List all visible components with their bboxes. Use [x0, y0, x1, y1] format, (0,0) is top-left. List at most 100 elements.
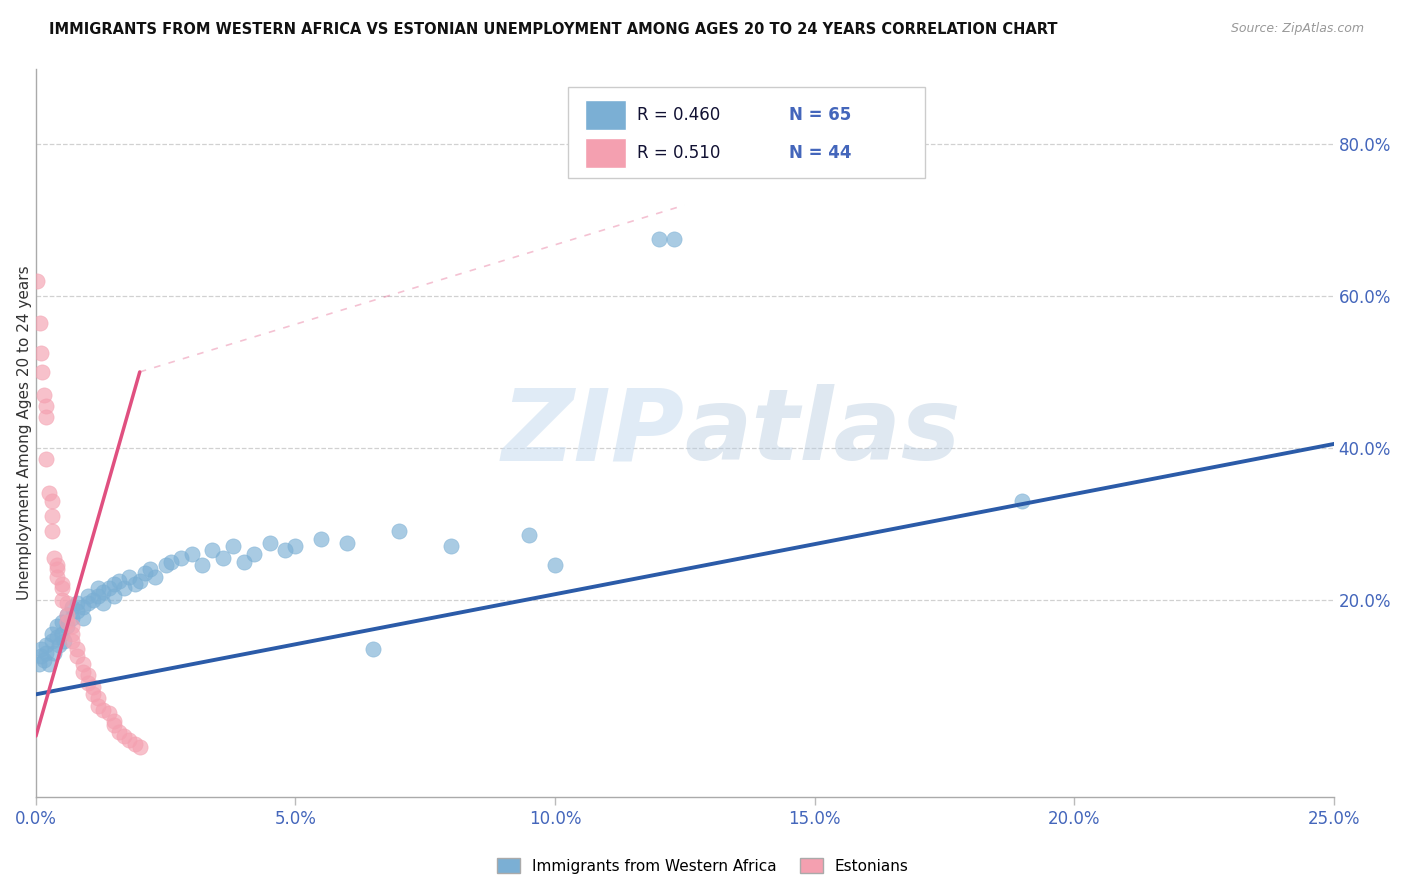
Text: IMMIGRANTS FROM WESTERN AFRICA VS ESTONIAN UNEMPLOYMENT AMONG AGES 20 TO 24 YEAR: IMMIGRANTS FROM WESTERN AFRICA VS ESTONI…: [49, 22, 1057, 37]
Point: [118, 570, 141, 584]
Point: [51, 581, 73, 595]
Point: [259, 535, 281, 549]
Point: [363, 641, 385, 656]
Point: [108, 574, 131, 588]
Point: [201, 543, 224, 558]
Point: [284, 540, 307, 554]
Point: [41, 524, 63, 539]
Point: [41, 634, 63, 648]
Point: [51, 615, 73, 630]
Point: [134, 566, 156, 580]
Point: [87, 691, 110, 706]
Point: [48, 638, 70, 652]
Point: [103, 577, 125, 591]
Point: [72, 611, 94, 625]
Point: [93, 585, 115, 599]
Point: [664, 232, 686, 246]
Point: [336, 535, 359, 549]
Point: [76, 589, 98, 603]
Point: [66, 641, 89, 656]
Point: [51, 592, 73, 607]
Point: [72, 657, 94, 671]
Point: [45, 619, 67, 633]
Point: [56, 607, 79, 622]
Point: [103, 717, 125, 731]
Point: [440, 540, 463, 554]
Point: [93, 596, 115, 610]
Point: [108, 725, 131, 739]
Point: [53, 634, 76, 648]
Point: [648, 232, 671, 246]
Point: [388, 524, 411, 539]
Point: [66, 596, 89, 610]
Text: Source: ZipAtlas.com: Source: ZipAtlas.com: [1230, 22, 1364, 36]
Text: N = 44: N = 44: [789, 144, 851, 162]
Point: [1011, 494, 1033, 508]
Point: [160, 555, 183, 569]
Point: [60, 634, 83, 648]
Point: [31, 365, 53, 379]
Point: [41, 494, 63, 508]
Text: atlas: atlas: [685, 384, 962, 481]
Point: [124, 577, 146, 591]
Point: [211, 550, 233, 565]
Point: [30, 316, 52, 330]
Point: [517, 528, 540, 542]
Point: [82, 592, 104, 607]
Point: [30, 346, 52, 360]
Point: [76, 596, 98, 610]
Point: [82, 687, 104, 701]
Point: [42, 550, 65, 565]
Point: [51, 626, 73, 640]
Point: [35, 646, 58, 660]
Point: [311, 532, 333, 546]
Point: [222, 540, 245, 554]
Point: [66, 604, 89, 618]
Point: [32, 653, 55, 667]
Point: [35, 399, 58, 413]
Point: [72, 600, 94, 615]
Point: [143, 570, 166, 584]
Point: [82, 680, 104, 694]
Point: [35, 452, 58, 467]
Point: [128, 740, 150, 755]
FancyBboxPatch shape: [585, 137, 627, 169]
Point: [56, 615, 79, 630]
Point: [30, 641, 52, 656]
Point: [87, 698, 110, 713]
Point: [45, 570, 67, 584]
Point: [170, 550, 193, 565]
FancyBboxPatch shape: [568, 87, 925, 178]
Point: [87, 581, 110, 595]
Point: [112, 581, 135, 595]
Point: [45, 558, 67, 573]
Point: [128, 574, 150, 588]
Y-axis label: Unemployment Among Ages 20 to 24 years: Unemployment Among Ages 20 to 24 years: [17, 265, 32, 600]
Point: [38, 657, 60, 671]
Point: [155, 558, 177, 573]
Point: [38, 486, 60, 500]
Text: ZIP: ZIP: [502, 384, 685, 481]
Point: [76, 668, 98, 682]
Point: [124, 737, 146, 751]
Point: [41, 509, 63, 524]
Point: [35, 638, 58, 652]
Text: R = 0.510: R = 0.510: [637, 144, 720, 162]
Point: [66, 649, 89, 664]
Text: R = 0.460: R = 0.460: [637, 106, 720, 124]
Point: [93, 702, 115, 716]
Point: [103, 714, 125, 728]
Point: [112, 729, 135, 743]
Point: [56, 607, 79, 622]
Point: [118, 732, 141, 747]
Point: [60, 619, 83, 633]
Point: [97, 581, 120, 595]
Point: [60, 600, 83, 615]
Point: [41, 626, 63, 640]
FancyBboxPatch shape: [585, 100, 627, 130]
Point: [87, 589, 110, 603]
Point: [60, 626, 83, 640]
Point: [544, 558, 567, 573]
Point: [27, 274, 49, 288]
Point: [27, 657, 49, 671]
